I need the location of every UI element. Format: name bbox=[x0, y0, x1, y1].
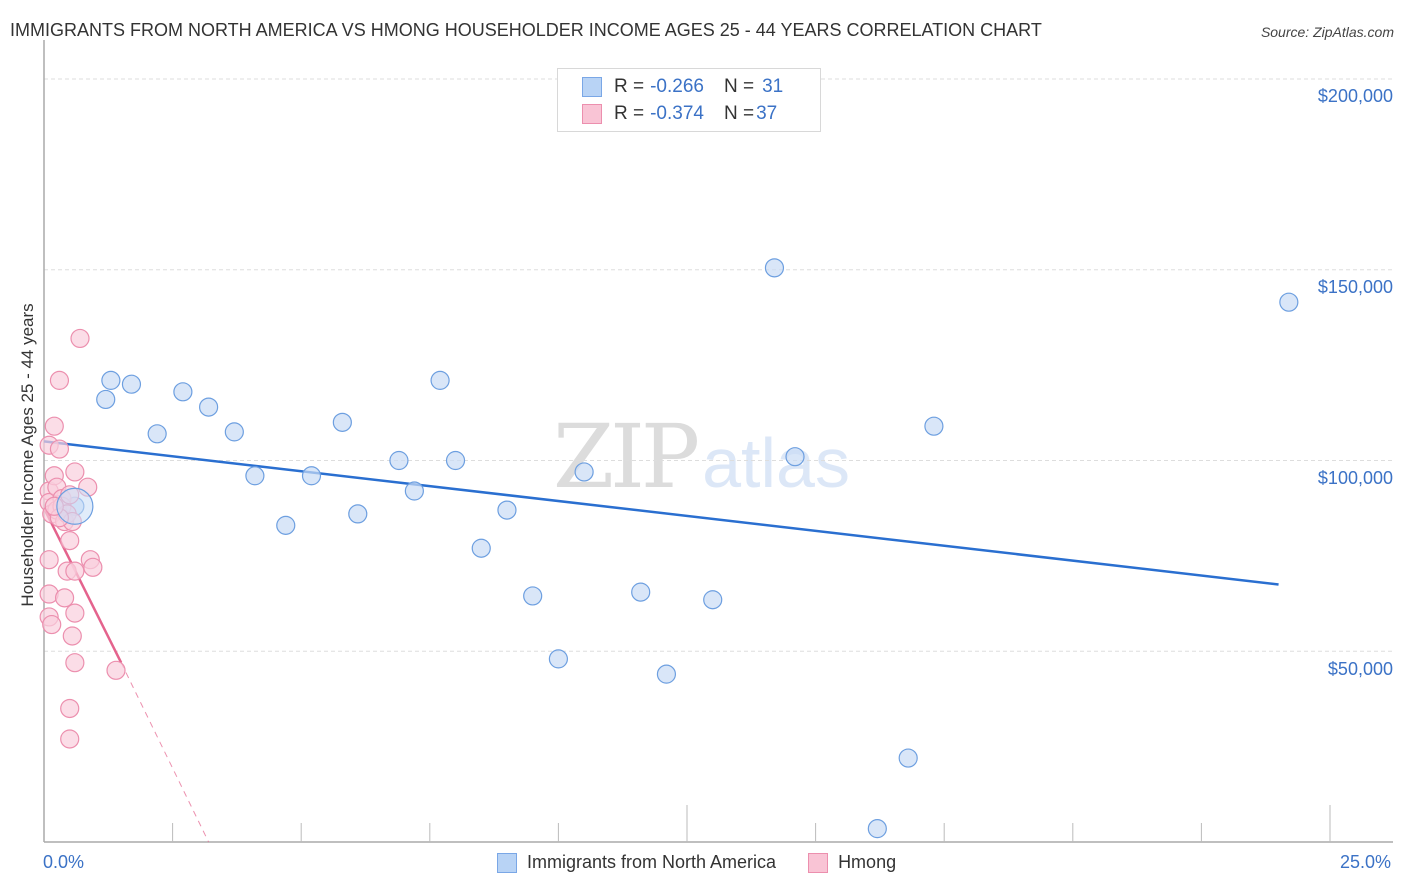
data-point-hmong[interactable] bbox=[70, 328, 90, 349]
legend-n-value: 31 bbox=[762, 76, 784, 97]
correlation-legend: R = -0.266 N = 31 R = -0.374 N = 37 bbox=[557, 68, 821, 132]
y-axis-label: Householder Income Ages 25 - 44 years bbox=[18, 303, 37, 607]
data-point-immigrants-large[interactable] bbox=[56, 487, 94, 525]
data-point-immigrants[interactable] bbox=[332, 412, 352, 432]
legend-r-label: R = bbox=[614, 103, 645, 124]
gridlines bbox=[44, 78, 1395, 652]
data-point-immigrants[interactable] bbox=[96, 389, 116, 410]
trendline-immigrants bbox=[43, 440, 1279, 586]
data-point-immigrants[interactable] bbox=[924, 416, 944, 436]
legend-row-hmong: R = -0.374 N = 37 bbox=[582, 102, 777, 126]
legend-n-label: N = bbox=[723, 76, 755, 97]
data-point-immigrants[interactable] bbox=[173, 382, 193, 402]
data-point-immigrants[interactable] bbox=[430, 370, 450, 390]
watermark-zip: ZIP bbox=[553, 405, 700, 508]
data-point-immigrants[interactable] bbox=[121, 374, 142, 394]
data-point-immigrants[interactable] bbox=[631, 582, 651, 602]
data-point-immigrants[interactable] bbox=[523, 586, 543, 606]
legend-label-immigrants: Immigrants from North America bbox=[527, 852, 777, 872]
data-point-immigrants[interactable] bbox=[898, 748, 918, 768]
data-point-hmong[interactable] bbox=[42, 614, 62, 635]
trendline-extension-hmong bbox=[120, 662, 210, 843]
legend-swatch-blue bbox=[582, 77, 602, 97]
data-point-immigrants[interactable] bbox=[867, 819, 887, 839]
y-tick-150000: $150,000 bbox=[1317, 277, 1393, 297]
trendlines bbox=[42, 440, 1279, 843]
data-point-hmong[interactable] bbox=[49, 370, 70, 390]
data-point-hmong[interactable] bbox=[65, 462, 85, 482]
data-point-immigrants[interactable] bbox=[404, 481, 424, 501]
watermark-atlas: atlas bbox=[702, 424, 850, 502]
data-point-immigrants[interactable] bbox=[497, 500, 517, 520]
data-point-hmong[interactable] bbox=[39, 550, 59, 570]
data-point-hmong[interactable] bbox=[60, 531, 80, 551]
data-point-hmong[interactable] bbox=[65, 561, 85, 581]
legend-swatch-hmong bbox=[808, 852, 829, 873]
data-point-immigrants[interactable] bbox=[389, 450, 409, 471]
y-tick-50000: $50,000 bbox=[1327, 659, 1393, 679]
data-point-hmong[interactable] bbox=[44, 416, 64, 436]
data-point-hmong[interactable] bbox=[49, 439, 70, 459]
data-point-immigrants[interactable] bbox=[199, 397, 219, 417]
trendline-hmong bbox=[42, 507, 123, 664]
legend-r-value: -0.266 bbox=[650, 76, 704, 97]
data-point-hmong[interactable] bbox=[106, 660, 126, 680]
data-point-immigrants[interactable] bbox=[785, 447, 805, 467]
data-point-hmong[interactable] bbox=[65, 603, 85, 623]
data-point-immigrants[interactable] bbox=[703, 590, 723, 610]
data-point-hmong[interactable] bbox=[54, 588, 75, 608]
data-point-hmong[interactable] bbox=[62, 626, 82, 646]
data-point-immigrants[interactable] bbox=[656, 664, 677, 684]
legend-n-label: N = bbox=[723, 103, 755, 124]
data-point-immigrants[interactable] bbox=[147, 424, 167, 444]
series-legend: Immigrants from North America Hmong bbox=[497, 852, 896, 873]
data-point-immigrants[interactable] bbox=[276, 515, 296, 535]
data-point-immigrants[interactable] bbox=[548, 649, 569, 669]
x-tick-max: 25.0% bbox=[1340, 852, 1392, 872]
legend-swatch-pink bbox=[582, 104, 602, 124]
data-point-immigrants[interactable] bbox=[101, 370, 121, 390]
data-point-hmong[interactable] bbox=[60, 698, 80, 719]
axes bbox=[43, 40, 1393, 843]
data-point-hmong[interactable] bbox=[65, 653, 85, 673]
y-tick-200000: $200,000 bbox=[1317, 86, 1393, 106]
legend-r-label: R = bbox=[614, 76, 645, 97]
data-point-hmong[interactable] bbox=[83, 557, 103, 577]
data-point-immigrants[interactable] bbox=[348, 504, 368, 524]
legend-swatch-immigrants bbox=[497, 852, 517, 873]
data-point-immigrants[interactable] bbox=[471, 538, 491, 558]
data-points bbox=[39, 258, 1299, 839]
x-tick-min: 0.0% bbox=[43, 852, 85, 872]
data-point-immigrants[interactable] bbox=[224, 422, 244, 442]
y-tick-100000: $100,000 bbox=[1317, 468, 1393, 488]
legend-n-value: 37 bbox=[756, 103, 778, 124]
legend-r-value: -0.374 bbox=[650, 103, 704, 124]
legend-row-immigrants: R = -0.266 N = 31 bbox=[582, 75, 783, 99]
chart-title: IMMIGRANTS FROM NORTH AMERICA VS HMONG H… bbox=[10, 20, 1042, 40]
data-point-immigrants[interactable] bbox=[245, 466, 265, 486]
data-point-hmong[interactable] bbox=[60, 729, 80, 749]
data-point-immigrants[interactable] bbox=[445, 450, 466, 471]
source-label: Source: ZipAtlas.com bbox=[1260, 24, 1394, 40]
data-point-immigrants[interactable] bbox=[574, 462, 594, 482]
data-point-immigrants[interactable] bbox=[764, 258, 785, 278]
watermark: ZIPatlas bbox=[553, 405, 850, 508]
data-point-immigrants[interactable] bbox=[301, 466, 322, 486]
legend-label-hmong: Hmong bbox=[838, 852, 897, 872]
data-point-immigrants[interactable] bbox=[1279, 292, 1299, 312]
